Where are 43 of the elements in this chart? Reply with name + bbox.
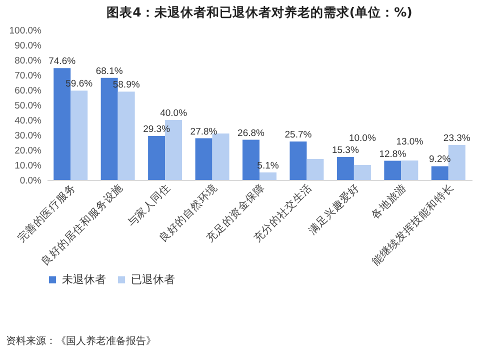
bar: [306, 159, 324, 180]
bar: [242, 140, 260, 180]
y-tick-label: 100.0%: [9, 26, 42, 36]
bar: [118, 92, 135, 180]
y-tick-label: 50.0%: [14, 100, 42, 112]
bar: [70, 90, 88, 180]
y-tick-label: 30.0%: [14, 130, 42, 142]
data-label: 25.7%: [284, 129, 312, 140]
x-tick-label: 各地旅游: [368, 181, 409, 222]
data-label: 10.0%: [348, 133, 376, 144]
data-label: 15.3%: [332, 145, 360, 156]
bar: [195, 138, 212, 180]
y-tick-label: 70.0%: [14, 70, 42, 82]
legend-label: 已退休者: [131, 272, 175, 286]
bar: [148, 136, 166, 180]
bar: [354, 165, 371, 180]
bar: [431, 166, 448, 180]
text: 资料来源：《国人养老准备报告》: [6, 334, 156, 348]
bar: [212, 134, 230, 180]
legend-label: 未退休者: [62, 272, 106, 286]
data-label: 13.0%: [396, 136, 424, 148]
y-tick-label: 0.0%: [20, 176, 42, 186]
data-label: 29.3%: [143, 124, 171, 136]
bar: [401, 160, 418, 180]
chart-title: 图表4：未退休者和已退休者对养老的需求(单位：%): [106, 4, 412, 20]
data-label: 12.8%: [379, 148, 407, 160]
y-tick-label: 10.0%: [14, 160, 42, 172]
data-label: 23.3%: [443, 133, 471, 144]
bar: [336, 157, 354, 180]
data-label: 40.0%: [160, 108, 188, 119]
y-tick-label: 20.0%: [14, 146, 42, 156]
bar: [290, 141, 307, 180]
data-label: 9.2%: [429, 154, 452, 166]
y-tick-label: 40.0%: [14, 116, 42, 126]
y-tick-label: 90.0%: [14, 40, 42, 52]
y-tick-label: 80.0%: [14, 56, 42, 66]
data-label: 68.1%: [96, 66, 124, 77]
data-label: 26.8%: [238, 128, 266, 139]
data-label: 74.6%: [48, 56, 76, 68]
data-label: 27.8%: [190, 126, 218, 138]
bar: [384, 160, 402, 180]
y-tick-label: 60.0%: [14, 86, 42, 96]
bar: [260, 172, 276, 180]
